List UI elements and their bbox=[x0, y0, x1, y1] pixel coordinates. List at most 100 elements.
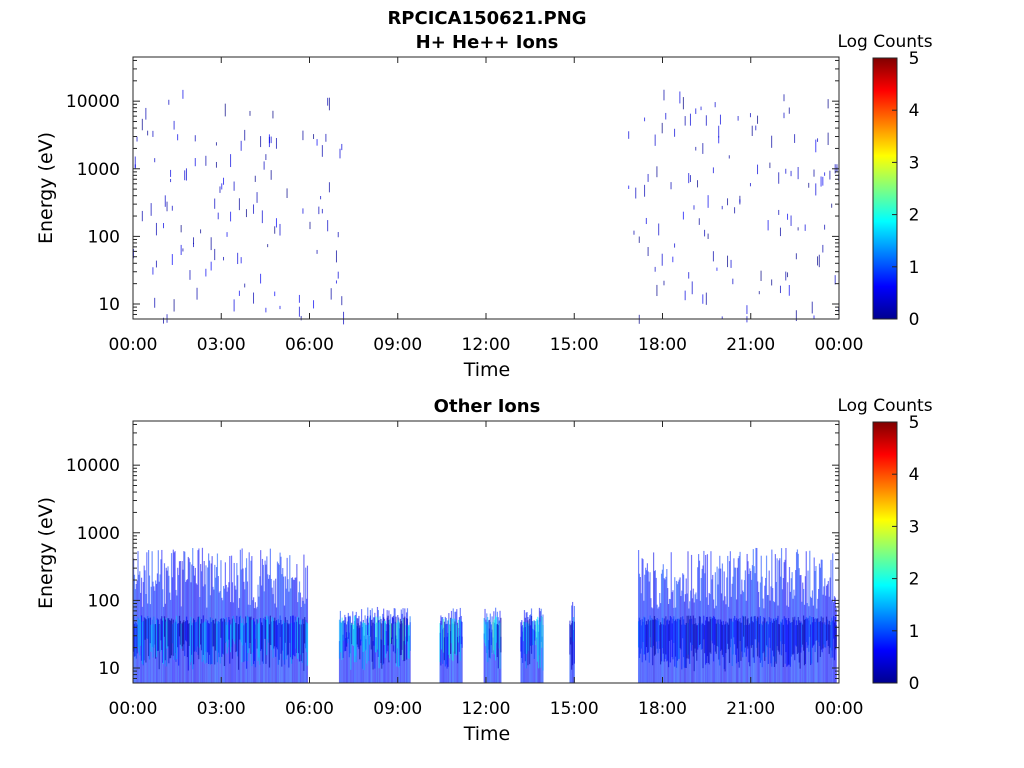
data-cell bbox=[289, 555, 291, 683]
data-cell bbox=[499, 622, 501, 669]
data-cell bbox=[194, 135, 196, 142]
data-cell bbox=[670, 182, 672, 190]
data-cell bbox=[298, 624, 301, 662]
data-cell bbox=[652, 619, 654, 666]
data-cell bbox=[824, 224, 826, 230]
data-cell bbox=[306, 623, 309, 666]
data-cell bbox=[808, 620, 810, 652]
colorbar-ticks: 0 1 2 3 4 5 bbox=[892, 49, 919, 330]
data-cell bbox=[235, 622, 237, 653]
data-cell bbox=[533, 620, 535, 659]
data-cell bbox=[182, 248, 184, 252]
data-cell bbox=[826, 619, 829, 640]
data-cell bbox=[763, 617, 765, 652]
data-cell bbox=[737, 115, 739, 121]
data-cell bbox=[810, 624, 812, 666]
data-cell bbox=[268, 136, 270, 148]
colorbar bbox=[872, 421, 898, 684]
data-cell bbox=[455, 619, 457, 655]
data-cell bbox=[230, 624, 232, 653]
data-cell bbox=[263, 618, 265, 639]
data-cell bbox=[246, 615, 249, 662]
data-cell bbox=[238, 290, 240, 296]
data-cell bbox=[215, 142, 217, 146]
y-axis-label: Energy (eV) bbox=[35, 497, 57, 609]
data-cell bbox=[220, 618, 222, 638]
data-cell bbox=[746, 305, 748, 315]
data-cell bbox=[342, 634, 344, 683]
data-cell bbox=[451, 618, 453, 661]
data-cell bbox=[795, 310, 797, 322]
data-cell bbox=[160, 618, 162, 641]
data-cell bbox=[373, 617, 375, 683]
data-cell bbox=[357, 623, 359, 648]
data-cell bbox=[295, 620, 297, 649]
data-cell bbox=[706, 616, 709, 657]
data-cell bbox=[279, 305, 281, 310]
data-cell bbox=[260, 136, 262, 148]
data-cell bbox=[525, 622, 527, 669]
data-cell bbox=[163, 223, 165, 229]
data-cell bbox=[362, 621, 364, 653]
data-cell bbox=[402, 618, 404, 661]
data-cell bbox=[365, 639, 367, 683]
data-cell bbox=[221, 183, 223, 190]
data-cell bbox=[367, 607, 369, 683]
data-cell bbox=[403, 617, 405, 662]
data-cell bbox=[404, 616, 406, 661]
data-cell bbox=[460, 615, 462, 645]
data-cell bbox=[495, 615, 497, 661]
data-cell bbox=[727, 555, 729, 683]
data-cell bbox=[293, 622, 295, 657]
data-cell bbox=[653, 615, 656, 656]
data-cell bbox=[292, 615, 294, 655]
data-cell bbox=[368, 617, 371, 645]
data-cell bbox=[785, 547, 787, 683]
data-cell bbox=[760, 623, 762, 661]
data-cell bbox=[534, 621, 536, 641]
y-tick-label: 10000 bbox=[66, 92, 120, 112]
data-cell bbox=[352, 623, 354, 646]
data-cell bbox=[827, 132, 829, 146]
data-cell bbox=[302, 618, 304, 654]
data-cell bbox=[483, 618, 485, 640]
data-cell bbox=[259, 618, 261, 665]
data-cell bbox=[638, 236, 640, 243]
data-cell bbox=[321, 208, 323, 214]
data-cell bbox=[637, 621, 640, 648]
data-cell bbox=[361, 623, 364, 669]
data-cell bbox=[704, 229, 706, 237]
data-cell bbox=[649, 615, 651, 638]
data-cell bbox=[795, 625, 797, 646]
x-tick-label: 00:00 bbox=[815, 699, 864, 719]
data-cell bbox=[450, 610, 453, 683]
data-cell bbox=[352, 611, 354, 683]
data-cell bbox=[672, 256, 674, 263]
data-cell bbox=[721, 624, 724, 655]
data-cell bbox=[637, 550, 640, 683]
data-cell bbox=[409, 622, 411, 683]
data-cell bbox=[275, 218, 277, 228]
data-cell bbox=[785, 271, 787, 281]
data-cell bbox=[711, 617, 713, 641]
data-cell bbox=[251, 556, 253, 683]
x-tick-label: 18:00 bbox=[638, 335, 687, 355]
data-cell bbox=[727, 255, 729, 268]
data-cell bbox=[222, 621, 224, 654]
data-cell bbox=[351, 622, 353, 645]
data-cell bbox=[279, 223, 281, 236]
data-cell bbox=[302, 130, 304, 141]
data-cell bbox=[244, 283, 246, 288]
data-cell bbox=[230, 623, 233, 647]
data-cell bbox=[346, 621, 349, 644]
data-cell bbox=[406, 618, 409, 642]
data-cell bbox=[656, 166, 658, 178]
data-cell bbox=[253, 204, 255, 214]
data-cell bbox=[483, 633, 485, 683]
data-cell bbox=[645, 217, 647, 225]
data-cell bbox=[520, 622, 522, 652]
x-tick-label: 00:00 bbox=[109, 335, 158, 355]
colorbar-tick-label: 4 bbox=[909, 101, 920, 121]
data-cell bbox=[528, 625, 530, 683]
data-cell bbox=[379, 616, 381, 660]
